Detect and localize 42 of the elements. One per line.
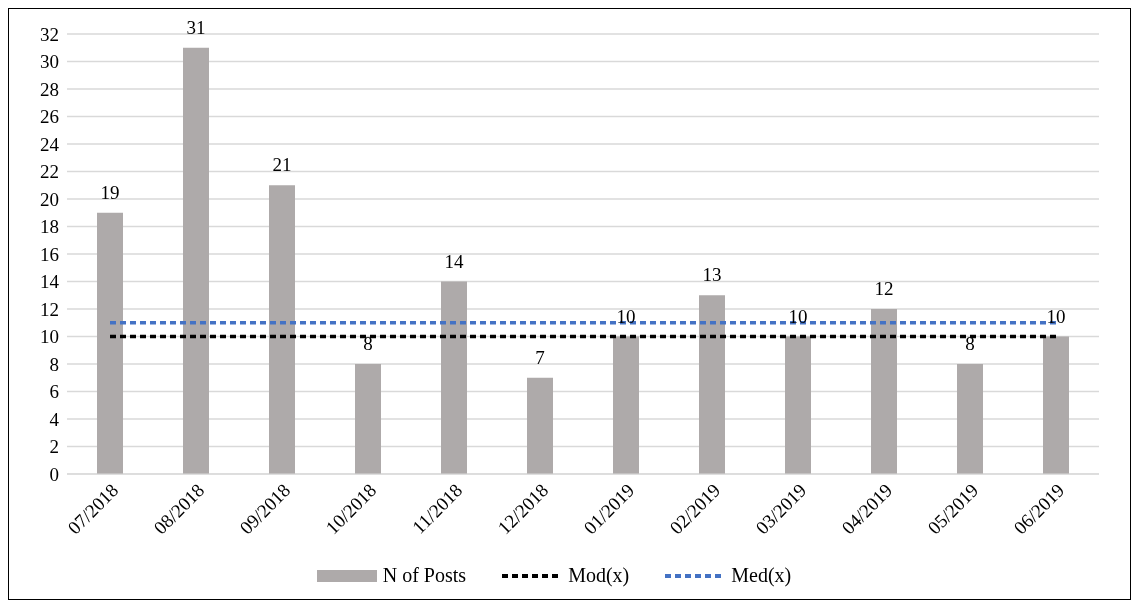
y-tick-label: 32	[40, 23, 59, 45]
y-tick-label: 10	[40, 326, 59, 348]
data-label: 12	[874, 278, 894, 299]
bar	[183, 47, 209, 474]
bar	[441, 281, 467, 474]
bar	[269, 185, 295, 474]
data-label: 31	[186, 16, 206, 38]
y-tick-label: 8	[49, 353, 59, 375]
data-label: 10	[1046, 305, 1066, 327]
y-tick-label: 16	[40, 243, 59, 265]
y-tick-label: 28	[40, 78, 59, 100]
legend-label: Mod(x)	[567, 564, 630, 587]
y-tick-label: 6	[49, 381, 59, 403]
y-tick-label: 30	[40, 51, 59, 73]
y-tick-label: 12	[40, 298, 59, 320]
data-label: 8	[965, 333, 975, 354]
y-tick-label: 20	[40, 188, 59, 210]
y-tick-label: 24	[40, 133, 60, 155]
data-label: 7	[535, 346, 545, 368]
legend-label: N of Posts	[381, 564, 467, 587]
data-label: 14	[444, 250, 464, 272]
y-tick-label: 4	[49, 408, 60, 430]
bar	[871, 309, 897, 474]
bar	[355, 364, 381, 474]
data-label: 21	[272, 154, 292, 176]
legend-label: Med(x)	[730, 564, 792, 587]
bar	[613, 336, 639, 474]
y-tick-label: 26	[40, 106, 59, 128]
bar	[1043, 336, 1069, 474]
y-tick-label: 2	[49, 436, 59, 458]
data-label: 13	[702, 264, 722, 286]
bar	[957, 364, 983, 474]
bar	[785, 336, 811, 474]
data-label: 8	[363, 333, 373, 354]
y-tick-label: 0	[49, 463, 59, 485]
bar	[699, 295, 725, 474]
y-tick-label: 22	[40, 161, 59, 183]
bar	[527, 377, 553, 474]
data-label: 19	[100, 181, 120, 203]
bar	[97, 212, 123, 474]
y-tick-label: 14	[40, 271, 60, 293]
y-tick-label: 18	[40, 216, 59, 238]
